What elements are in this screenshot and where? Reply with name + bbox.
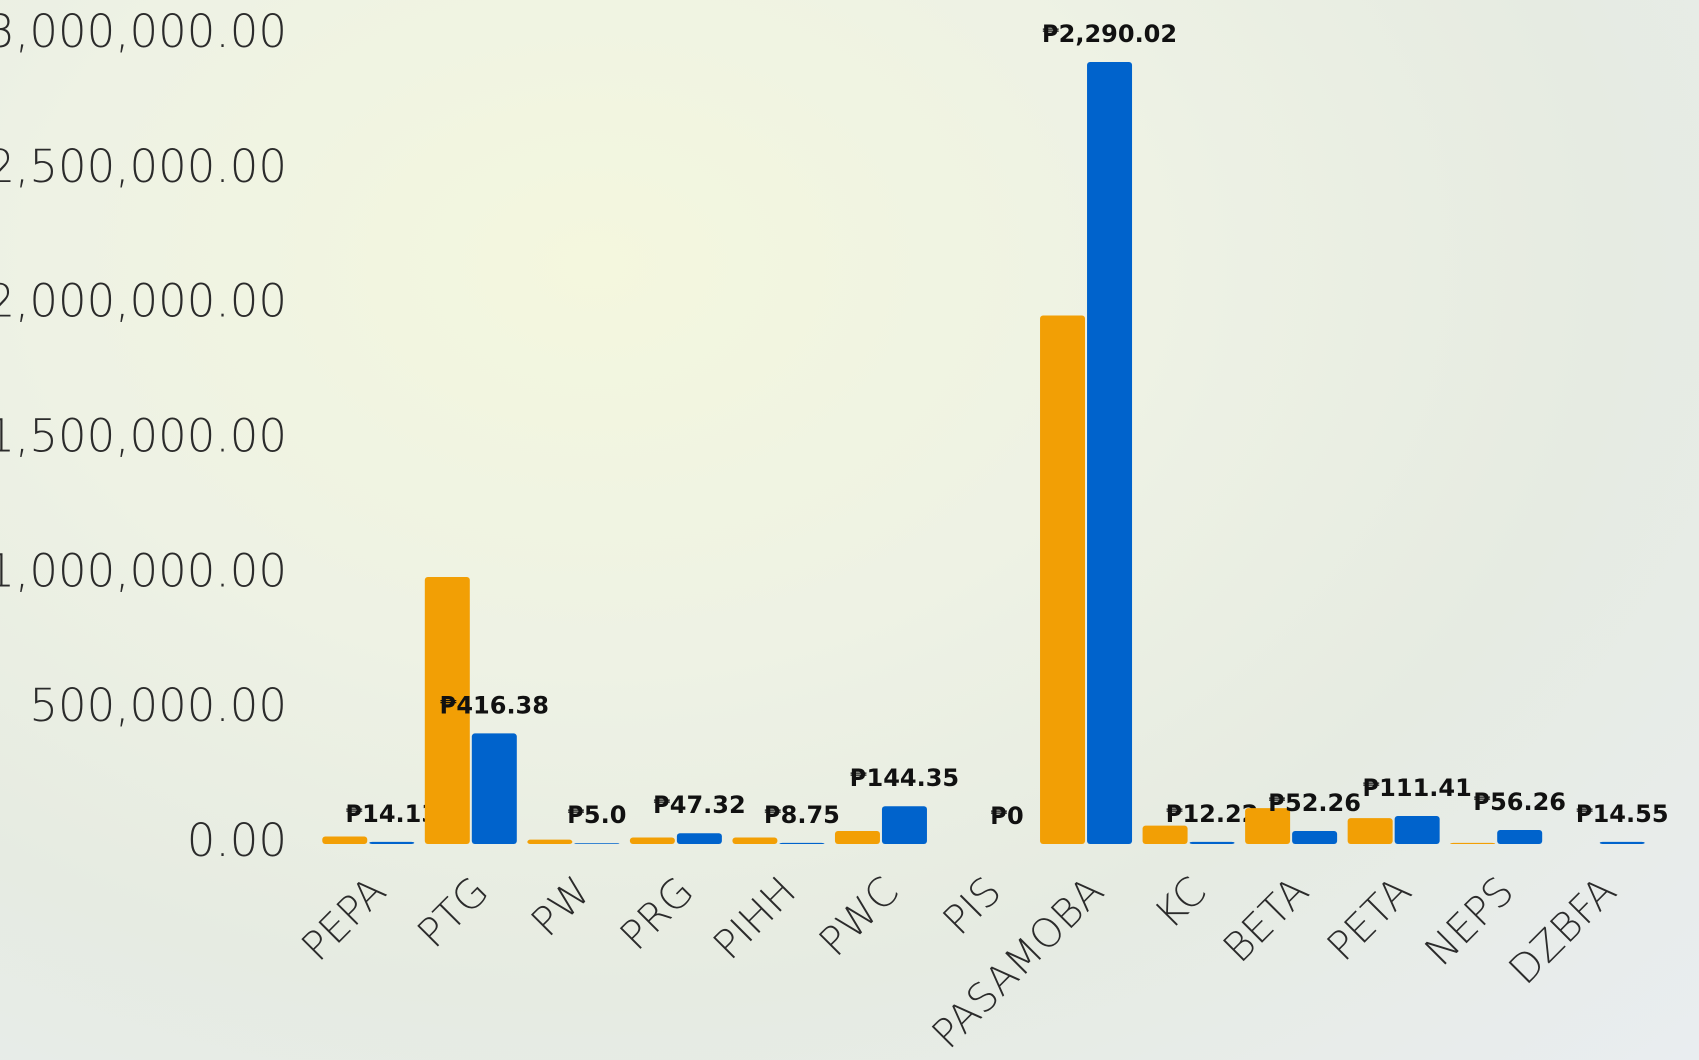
bar: [1040, 315, 1085, 844]
bar-annotation: ₱56.26: [1473, 788, 1566, 816]
bar: [527, 840, 572, 844]
bar: [677, 833, 722, 844]
x-tick-label: BETA: [1215, 868, 1318, 971]
bar: [1600, 842, 1645, 844]
bar: [1190, 842, 1235, 844]
y-tick-label: 3,000,000.00: [0, 5, 287, 58]
bar: [369, 842, 414, 844]
bar: [732, 838, 777, 844]
bar: [472, 733, 517, 844]
bar-annotation: ₱14.13: [345, 800, 438, 828]
bar-annotation: ₱47.32: [653, 791, 746, 819]
bar: [1450, 843, 1495, 844]
page: 0.00 500,000.00 1,000,000.00 1,500,000.00 2,…: [0, 0, 1699, 1060]
x-tick-label: PIHH: [705, 868, 805, 968]
bar: [1292, 831, 1337, 844]
bar-annotation: ₱0: [990, 802, 1023, 830]
x-tick-label: PWC: [811, 868, 908, 965]
x-tick-label: PRG: [612, 868, 703, 959]
bar: [1497, 830, 1542, 844]
bar: [882, 806, 927, 844]
bar-annotation: ₱144.35: [850, 764, 959, 792]
bar: [1395, 816, 1440, 844]
bar-annotation: ₱5.0: [567, 801, 626, 829]
y-tick-label: 500,000.00: [29, 679, 287, 732]
y-tick-label: 2,000,000.00: [0, 275, 287, 328]
bar: [779, 843, 824, 844]
bar: [1087, 62, 1132, 844]
bar-annotation: ₱14.55: [1576, 800, 1669, 828]
bar-annotation: ₱416.38: [440, 691, 549, 719]
bar: [630, 838, 675, 844]
bar: [1348, 818, 1393, 844]
x-tick-label: DZBFA: [1500, 868, 1625, 993]
x-tick-label: PEPA: [293, 868, 395, 970]
chart: 0.00 500,000.00 1,000,000.00 1,500,000.00 2,…: [0, 0, 1699, 1060]
bar-annotation: ₱8.75: [764, 801, 840, 829]
bar: [322, 836, 367, 844]
y-tick-label: 0.00: [187, 814, 287, 867]
bar-annotation: ₱12.22: [1166, 800, 1259, 828]
x-tick-label: PETA: [1319, 868, 1421, 970]
bar: [835, 831, 880, 844]
bar: [1143, 826, 1188, 844]
x-tick-label: KC: [1146, 868, 1215, 937]
x-tick-label: PW: [523, 868, 601, 946]
x-tick-label: PIS: [934, 868, 1010, 944]
y-tick-label: 1,000,000.00: [0, 544, 287, 597]
bar: [574, 843, 619, 844]
bar-annotation: ₱52.26: [1268, 789, 1361, 817]
bar-annotation: ₱2,290.02: [1042, 20, 1177, 48]
bar-annotation: ₱111.41: [1362, 774, 1471, 802]
y-tick-label: 2,500,000.00: [0, 140, 287, 193]
y-tick-label: 1,500,000.00: [0, 410, 287, 463]
x-tick-label: PTG: [409, 868, 498, 957]
